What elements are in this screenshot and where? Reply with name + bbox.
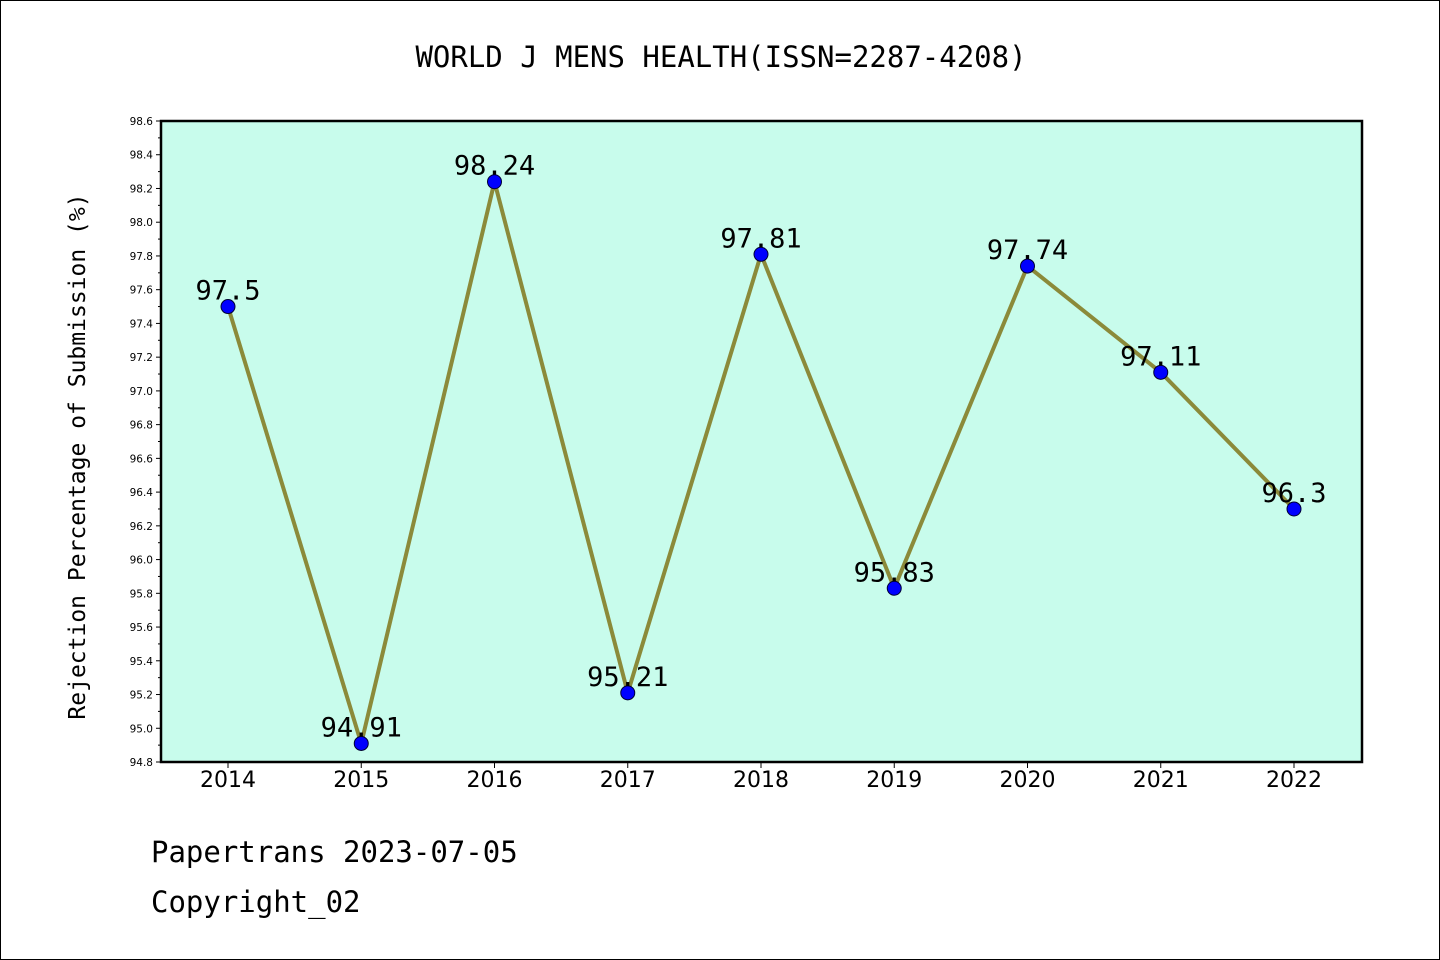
y-tick-label: 95.0	[130, 723, 153, 735]
x-axis: 2014 2015 2016 2017 2018 2019 2020 2021 2022	[200, 762, 1322, 793]
y-tick-label: 95.6	[130, 622, 154, 634]
data-label: 95.21	[587, 662, 668, 693]
footer-publisher: Papertrans 2023-07-05	[151, 835, 518, 869]
y-tick-label: 95.2	[130, 690, 153, 702]
x-tick-label: 2015	[333, 768, 389, 793]
y-tick-label: 96.8	[130, 420, 153, 432]
data-label: 97.11	[1120, 341, 1201, 372]
x-tick-label: 2019	[866, 768, 922, 793]
data-point	[487, 174, 502, 190]
y-tick-label: 98.0	[130, 217, 153, 229]
footer-copyright: Copyright_02	[151, 885, 361, 919]
x-tick-label: 2014	[200, 768, 256, 793]
x-tick-label: 2022	[1266, 768, 1322, 793]
y-tick-label: 98.2	[130, 183, 153, 195]
data-label: 95.83	[854, 557, 935, 588]
plot-frame	[159, 119, 1364, 764]
y-tick-label: 96.2	[130, 521, 153, 533]
plot-area	[161, 121, 1362, 762]
data-label: 96.3	[1261, 478, 1326, 509]
data-label: 97.81	[720, 223, 801, 254]
data-point	[220, 299, 236, 315]
x-tick-label: 2021	[1133, 768, 1189, 793]
data-point	[1286, 501, 1302, 517]
y-tick-label: 98.4	[130, 150, 154, 162]
y-tick-label: 97.2	[130, 352, 153, 364]
y-tick-label: 97.0	[130, 386, 153, 398]
data-point	[1020, 258, 1035, 274]
y-tick-label: 96.6	[130, 453, 154, 465]
series-layer: 97.5 94.91 98.24 95.21 97.81 95.83 97.74 97.11 9…	[195, 151, 1327, 752]
data-point	[1153, 364, 1169, 380]
data-point	[620, 685, 636, 701]
y-axis: 94.8 95.0 95.2 95.4 95.6 95.8 96.0 96.2 96.4 96.6…	[130, 116, 161, 769]
y-tick-label: 97.6	[130, 285, 154, 297]
y-tick-label: 96.0	[130, 555, 153, 567]
x-tick-label: 2016	[467, 768, 523, 793]
data-point	[886, 580, 902, 596]
y-tick-label: 98.6	[130, 116, 154, 128]
x-tick-label: 2017	[600, 768, 656, 793]
x-tick-label: 2018	[733, 768, 789, 793]
y-tick-label: 94.8	[130, 757, 153, 769]
data-label: 94.91	[321, 712, 402, 743]
y-tick-label: 95.4	[130, 656, 154, 668]
data-label: 97.74	[987, 235, 1068, 266]
data-point	[753, 246, 769, 262]
y-axis-label: Rejection Percentage of Submission (%)	[65, 193, 91, 719]
data-point	[353, 735, 369, 751]
data-label: 97.5	[195, 276, 260, 307]
data-label: 98.24	[454, 151, 535, 182]
y-tick-label: 97.8	[130, 251, 153, 263]
x-tick-label: 2020	[1000, 768, 1056, 793]
chart-title: WORLD J MENS HEALTH(ISSN=2287-4208)	[415, 40, 1026, 74]
y-tick-label: 97.4	[130, 318, 154, 330]
y-tick-label: 96.4	[130, 487, 154, 499]
y-tick-label: 95.8	[130, 588, 153, 600]
